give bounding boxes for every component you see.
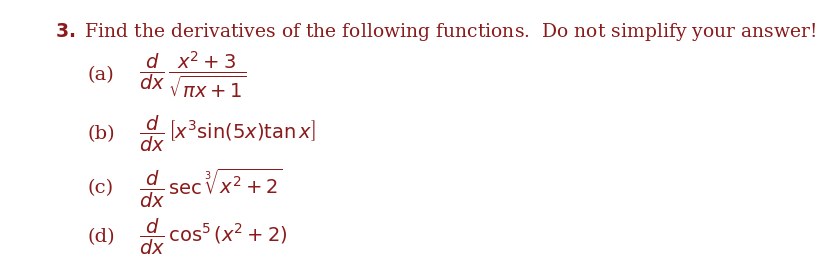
Text: $\dfrac{d}{dx}\,\cos^5(x^2+2)$: $\dfrac{d}{dx}\,\cos^5(x^2+2)$ xyxy=(139,217,287,257)
Text: (a): (a) xyxy=(87,66,114,84)
Text: $\dfrac{d}{dx}\,\sec\sqrt[3]{x^2+2}$: $\dfrac{d}{dx}\,\sec\sqrt[3]{x^2+2}$ xyxy=(139,167,282,210)
Text: $\mathbf{3.}$ Find the derivatives of the following functions.  Do not simplify : $\mathbf{3.}$ Find the derivatives of th… xyxy=(55,21,816,43)
Text: (d): (d) xyxy=(87,228,115,246)
Text: $\dfrac{d}{dx}\,\left[x^3\sin(5x)\tan x\right]$: $\dfrac{d}{dx}\,\left[x^3\sin(5x)\tan x\… xyxy=(139,114,316,154)
Text: (c): (c) xyxy=(87,179,113,197)
Text: (b): (b) xyxy=(87,125,115,143)
Text: $\dfrac{d}{dx}\,\dfrac{x^2+3}{\sqrt{\pi x+1}}$: $\dfrac{d}{dx}\,\dfrac{x^2+3}{\sqrt{\pi … xyxy=(139,49,246,101)
